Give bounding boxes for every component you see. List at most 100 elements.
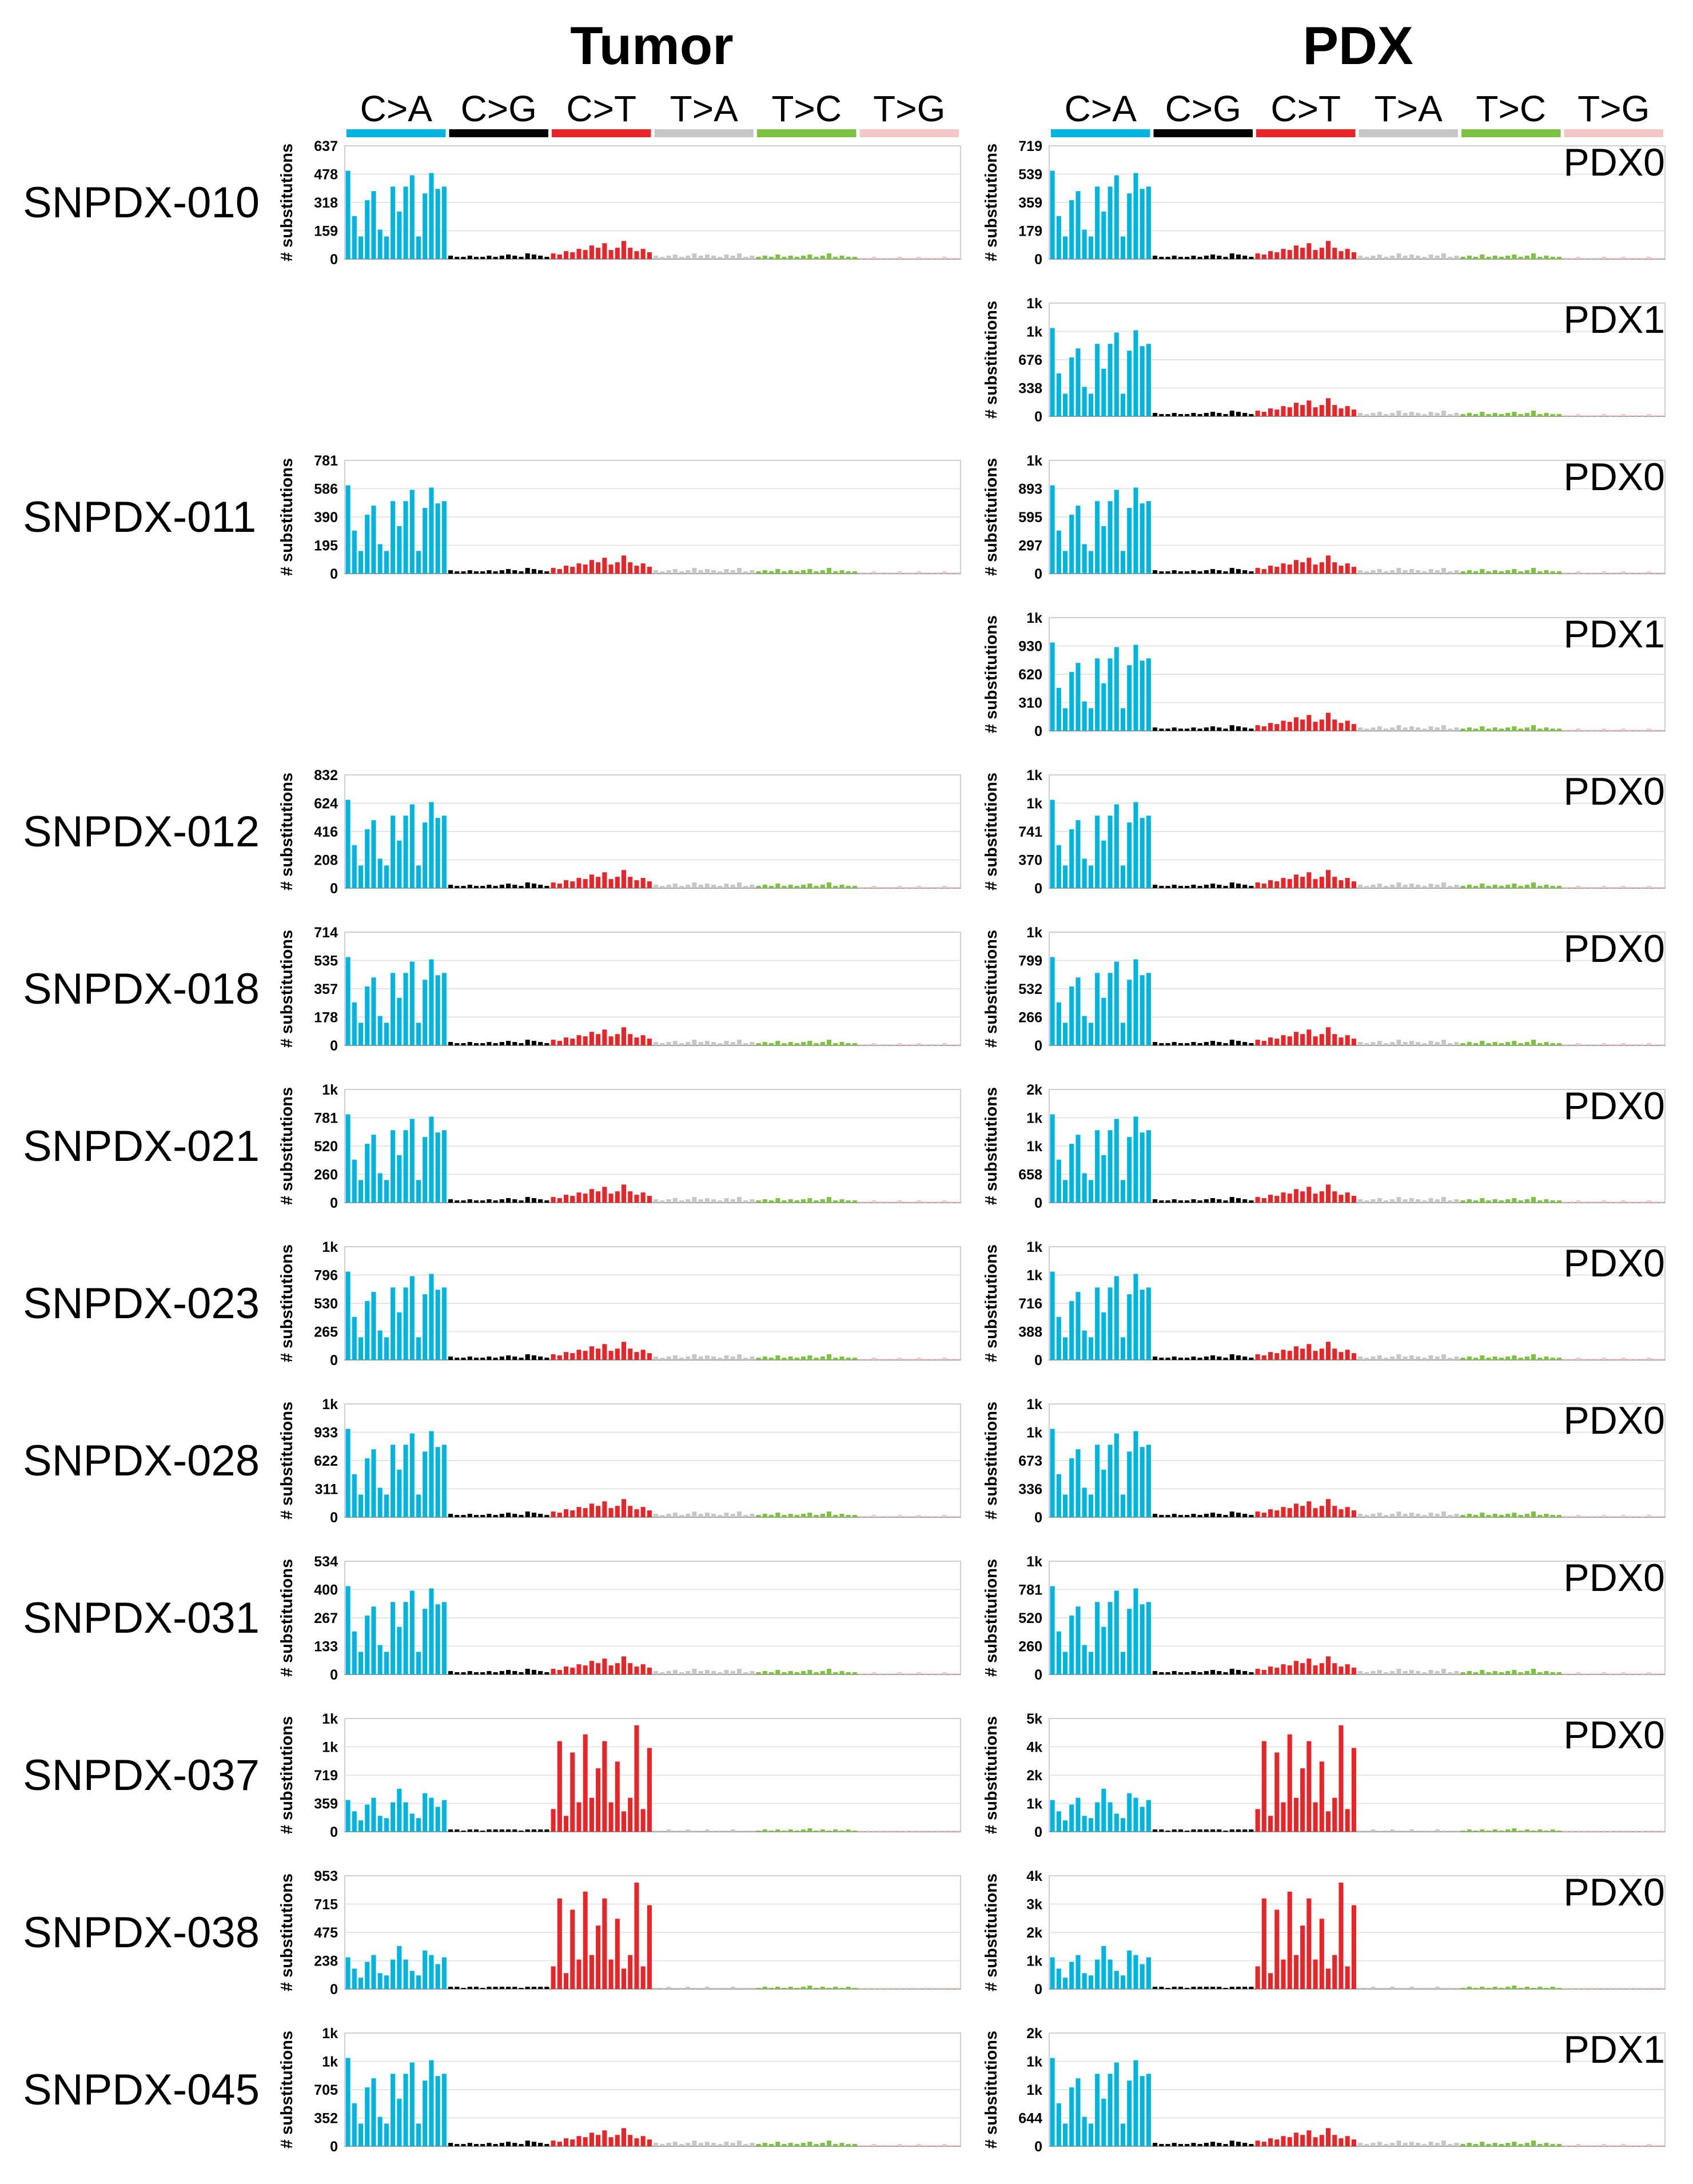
bar-ctog-13	[531, 1198, 536, 1203]
bar-ttog-1	[865, 1831, 870, 1832]
bar-ttoa-15	[750, 1042, 755, 1045]
bar-ttoa-15	[750, 1831, 755, 1832]
bar-ttog-15	[955, 1044, 960, 1045]
bar-ctoa-3	[1069, 672, 1074, 731]
bar-ttoa-8	[704, 1355, 710, 1360]
bar-ctog-5	[1185, 886, 1190, 888]
bar-ttog-6	[1602, 571, 1607, 574]
bar-ttoa-8	[704, 884, 710, 888]
bar-ttoa-8	[1409, 1829, 1414, 1832]
bar-ctoa-10	[1114, 1119, 1119, 1203]
bar-ctoa-2	[358, 1978, 364, 1989]
bar-ttoa-6	[692, 2141, 697, 2146]
bar-ctot-13	[634, 1725, 639, 1832]
bar-ttoc-3	[775, 1041, 780, 1045]
bar-ttoc-13	[839, 2143, 844, 2146]
bar-ctog-2	[1165, 1358, 1170, 1360]
bar-ttog-10	[923, 1359, 928, 1360]
pdx-passage-label: PDX0	[1563, 1084, 1665, 1128]
bar-ctot-10	[1319, 1663, 1324, 1674]
bar-ttoc-5	[1492, 413, 1497, 416]
bar-ctot-5	[583, 1351, 588, 1360]
bar-ctog-12	[525, 253, 530, 259]
bar-ttoa-13	[1441, 1669, 1446, 1674]
bar-ttoa-3	[1377, 412, 1382, 416]
bar-ttog-8	[910, 1359, 915, 1360]
bar-ttoa-9	[1416, 1671, 1421, 1674]
bar-ttoc-2	[769, 1672, 774, 1674]
bar-ctoa-13	[429, 2060, 434, 2146]
bar-ctot-6	[1293, 1797, 1298, 1832]
bar-ctoa-12	[423, 1950, 428, 1989]
bar-ctog-10	[512, 1042, 517, 1045]
y-tick-label: 318	[314, 195, 338, 211]
bar-ctog-12	[525, 1040, 530, 1045]
bar-ctoa-6	[384, 236, 389, 259]
bar-ctog-8	[499, 1987, 504, 1989]
bar-ctot-13	[1339, 1882, 1344, 1989]
bar-ttog-14	[1653, 887, 1658, 888]
bar-ttoa-2	[666, 1829, 671, 1832]
bar-ttog-5	[1595, 1044, 1600, 1045]
bar-ttoc-15	[852, 1358, 857, 1360]
bar-ttoa-13	[1441, 1511, 1446, 1517]
bar-ttoc-15	[852, 2144, 857, 2146]
bar-ctoa-8	[1101, 1155, 1106, 1203]
bar-ctog-10	[1217, 1356, 1222, 1360]
bar-ctog-15	[1249, 1200, 1254, 1203]
bar-ttoc-14	[1550, 257, 1555, 259]
bar-ctog-0	[448, 1199, 453, 1203]
bar-ttog-8	[1614, 887, 1619, 888]
bar-ctog-8	[1204, 256, 1209, 259]
bar-ttoc-1	[762, 1199, 767, 1203]
bar-ctoa-5	[1082, 229, 1087, 259]
bar-ctot-9	[1313, 1959, 1318, 1989]
bar-ttog-15	[1659, 258, 1664, 259]
bar-ttog-3	[1582, 887, 1587, 888]
y-tick-label: 208	[314, 853, 338, 869]
bar-ttoc-15	[1556, 1831, 1561, 1832]
bar-ttoa-7	[1403, 1514, 1408, 1517]
y-tick-label: 0	[330, 1510, 338, 1526]
bar-ctot-11	[621, 1499, 627, 1517]
bar-ttoa-1	[660, 1200, 665, 1203]
bar-ctoa-12	[1127, 665, 1132, 731]
y-axis-title: # substitutions	[982, 458, 1001, 576]
bar-ctoa-10	[409, 961, 415, 1045]
bar-ctot-14	[1345, 1192, 1350, 1203]
bar-ttoa-12	[730, 1514, 735, 1517]
bar-ctog-4	[1178, 886, 1184, 888]
bar-ctog-4	[473, 2144, 479, 2146]
bar-ctog-3	[1172, 413, 1177, 416]
bar-ttog-14	[1653, 2145, 1658, 2146]
bar-ctoa-3	[1069, 1144, 1074, 1203]
bar-ttoc-9	[814, 1831, 819, 1832]
y-tick-label: 400	[314, 1582, 338, 1598]
bar-ttoa-13	[736, 882, 742, 888]
bar-ttog-6	[1602, 1672, 1607, 1674]
bar-ctoa-14	[435, 189, 440, 259]
bar-ctog-14	[1242, 256, 1248, 259]
bar-ttoa-5	[1390, 1514, 1395, 1517]
bar-ttoa-4	[1383, 1358, 1389, 1360]
bar-ctoa-6	[1088, 236, 1093, 259]
bar-ttog-10	[1627, 258, 1632, 259]
bar-ctot-9	[1313, 250, 1318, 259]
bar-ctog-7	[1197, 1043, 1202, 1045]
bar-ctoa-7	[1095, 1130, 1100, 1203]
bar-ctog-13	[1236, 412, 1241, 416]
bar-ttoc-9	[1518, 1358, 1523, 1360]
bar-ctoa-8	[397, 1788, 402, 1832]
bar-ctoa-14	[435, 1132, 440, 1203]
bar-ttoc-2	[1473, 1988, 1479, 1989]
bar-ttoc-0	[756, 1988, 761, 1989]
bar-ttog-15	[1659, 730, 1664, 731]
bar-ttoc-2	[769, 1358, 774, 1360]
bar-ttog-10	[923, 1202, 928, 1203]
bar-ctoa-0	[1050, 485, 1055, 574]
bar-ctog-2	[1165, 886, 1170, 888]
bar-ttoc-2	[769, 1988, 774, 1989]
y-tick-label: 1k	[1026, 1239, 1042, 1255]
